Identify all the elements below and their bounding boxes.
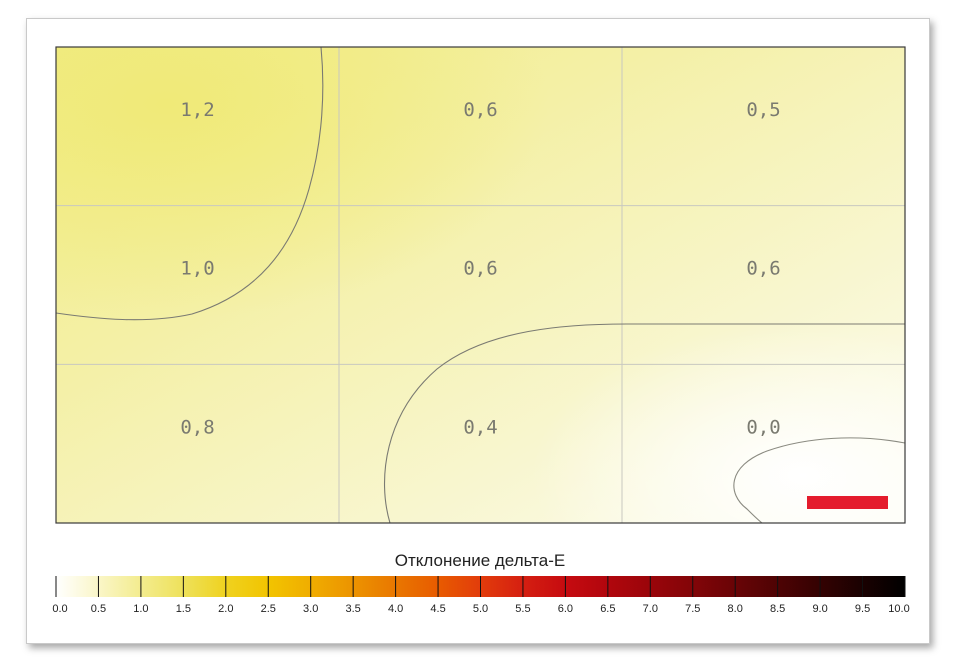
cell-value-r1-c0: 1,0 <box>180 258 214 280</box>
contour-line-bottom-right <box>383 323 905 523</box>
legend-tick-label: 4.5 <box>430 603 445 615</box>
legend-tick-label: 5.0 <box>473 603 488 615</box>
legend-tick-label: 6.0 <box>558 603 573 615</box>
legend-tick-label: 3.5 <box>346 603 361 615</box>
heatmap-fill-cool <box>56 47 905 523</box>
cell-value-r1-c2: 0,6 <box>746 258 780 280</box>
cell-value-r0-c2: 0,5 <box>746 99 780 121</box>
legend-tick-label: 10.0 <box>888 603 909 615</box>
legend-tick-label: 0.5 <box>91 603 106 615</box>
contour-line-top-left <box>56 47 324 321</box>
gridlines <box>56 47 905 523</box>
deltae-heatmap: 1,2 0,6 0,5 1,0 0,6 0,6 0,8 0,4 0,0 Отклонение д… <box>52 46 910 615</box>
legend-tick-label: 2.5 <box>261 603 276 615</box>
cell-value-r2-c2: 0,0 <box>746 416 780 438</box>
legend-tick-label: 3.0 <box>303 603 318 615</box>
chart-card: 1,2 0,6 0,5 1,0 0,6 0,6 0,8 0,4 0,0 Отклонение д… <box>26 18 930 644</box>
red-marker <box>807 496 888 509</box>
contour-line-corner <box>733 437 905 523</box>
legend-tick-label: 0.0 <box>52 603 67 615</box>
legend-ticks: 0.0 0.5 1.0 1.5 2.0 2.5 3.0 3.5 4.0 4.5 5.0 5.5 6.0 6… <box>52 576 910 615</box>
cell-value-r0-c0: 1,2 <box>180 99 214 121</box>
plot-area: 1,2 0,6 0,5 1,0 0,6 0,6 0,8 0,4 0,0 <box>56 47 905 523</box>
plot-border <box>55 46 906 524</box>
legend-title: Отклонение дельта-E <box>395 551 565 570</box>
legend-tick-label: 7.0 <box>643 603 658 615</box>
cell-value-r2-c1: 0,4 <box>463 416 497 438</box>
legend-tick-label: 1.0 <box>133 603 148 615</box>
cell-value-r1-c1: 0,6 <box>463 258 497 280</box>
legend-tick-label: 4.0 <box>388 603 403 615</box>
cell-labels: 1,2 0,6 0,5 1,0 0,6 0,6 0,8 0,4 0,0 <box>180 99 780 438</box>
cell-value-r0-c1: 0,6 <box>463 99 497 121</box>
cell-value-r2-c0: 0,8 <box>180 416 214 438</box>
legend-tick-label: 6.5 <box>600 603 615 615</box>
legend-tick-label: 8.5 <box>770 603 785 615</box>
legend-tick-label: 2.0 <box>218 603 233 615</box>
legend-tick-label: 5.5 <box>515 603 530 615</box>
legend-tick-label: 9.5 <box>855 603 870 615</box>
legend-tick-label: 9.0 <box>812 603 827 615</box>
legend-tick-label: 7.5 <box>685 603 700 615</box>
legend-tick-label: 1.5 <box>176 603 191 615</box>
legend-tick-label: 8.0 <box>728 603 743 615</box>
